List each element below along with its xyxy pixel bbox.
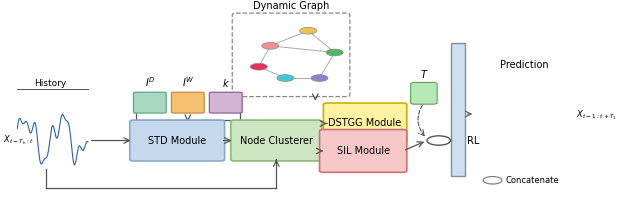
- Circle shape: [250, 63, 267, 70]
- Circle shape: [483, 177, 502, 184]
- Text: $I^W$: $I^W$: [182, 75, 194, 89]
- Text: Concatenate: Concatenate: [506, 176, 559, 185]
- Text: RL: RL: [467, 135, 479, 146]
- Circle shape: [326, 49, 343, 56]
- Text: $X_{t-T_{h}:t}$: $X_{t-T_{h}:t}$: [3, 134, 33, 147]
- FancyBboxPatch shape: [410, 82, 437, 104]
- FancyBboxPatch shape: [210, 92, 242, 113]
- Circle shape: [299, 27, 317, 34]
- Circle shape: [311, 75, 328, 81]
- Circle shape: [277, 75, 294, 81]
- Text: $T$: $T$: [420, 68, 428, 80]
- Text: $X_{t-1:t+T_1}$: $X_{t-1:t+T_1}$: [576, 109, 617, 122]
- Text: SIL Module: SIL Module: [337, 146, 390, 156]
- Text: STD Module: STD Module: [148, 135, 206, 146]
- Text: $k$: $k$: [222, 76, 230, 89]
- FancyBboxPatch shape: [133, 92, 166, 113]
- Text: DSTGG Module: DSTGG Module: [329, 118, 402, 129]
- Text: History: History: [34, 79, 66, 88]
- Circle shape: [262, 43, 278, 49]
- FancyBboxPatch shape: [171, 92, 204, 113]
- FancyBboxPatch shape: [231, 120, 322, 161]
- FancyBboxPatch shape: [324, 103, 407, 144]
- FancyBboxPatch shape: [130, 120, 224, 161]
- Text: Node Clusterer: Node Clusterer: [240, 135, 312, 146]
- FancyBboxPatch shape: [319, 129, 407, 172]
- Text: $I^D$: $I^D$: [144, 75, 155, 89]
- Text: Dynamic Graph: Dynamic Graph: [253, 1, 329, 11]
- FancyBboxPatch shape: [451, 43, 464, 176]
- Circle shape: [427, 136, 451, 145]
- Text: Prediction: Prediction: [500, 60, 549, 69]
